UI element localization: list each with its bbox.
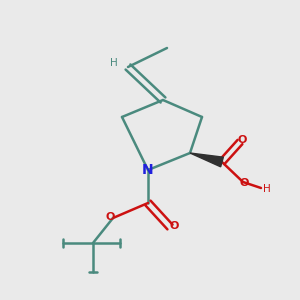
Text: O: O bbox=[237, 135, 247, 145]
Text: H: H bbox=[110, 58, 118, 68]
Text: H: H bbox=[263, 184, 271, 194]
Text: N: N bbox=[142, 163, 154, 177]
Text: O: O bbox=[105, 212, 115, 222]
Text: O: O bbox=[239, 178, 249, 188]
Polygon shape bbox=[190, 153, 224, 167]
Text: O: O bbox=[169, 221, 179, 231]
